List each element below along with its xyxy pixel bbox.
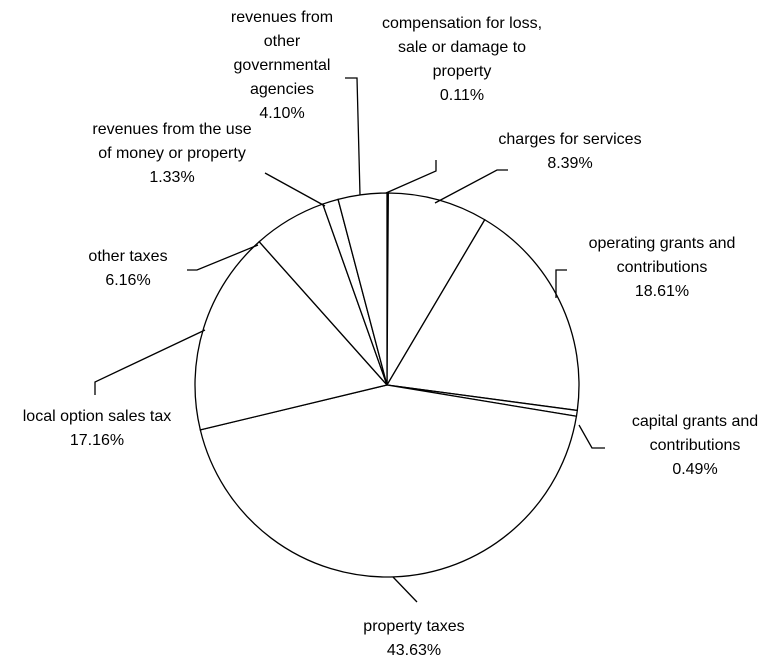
- slice-label: charges for services 8.39%: [495, 128, 645, 176]
- value-label: 17.16%: [69, 432, 125, 449]
- leader-line: [578, 424, 605, 449]
- pie-slice: [386, 192, 486, 388]
- leader-line: [555, 269, 567, 298]
- slice-label: capital grants and contributions 0.49%: [605, 410, 783, 482]
- value-label: 6.16%: [105, 272, 151, 289]
- slice-label: property taxes 43.63%: [334, 615, 494, 663]
- value-label: 43.63%: [386, 642, 442, 659]
- category-name: local option sales tax: [22, 408, 172, 425]
- category-name: revenues from the use of money or proper…: [92, 121, 252, 162]
- category-name: operating grants and contributions: [588, 235, 736, 276]
- category-name: other taxes: [88, 248, 168, 265]
- leader-line: [392, 576, 418, 603]
- value-label: 0.11%: [439, 87, 485, 104]
- value-label: 4.10%: [259, 105, 305, 122]
- leader-line: [345, 77, 361, 196]
- pie-slice: [194, 240, 389, 431]
- value-label: 0.49%: [672, 461, 718, 478]
- category-name: capital grants and contributions: [631, 413, 759, 454]
- value-label: 1.33%: [149, 169, 195, 186]
- leader-line: [385, 160, 437, 194]
- value-label: 18.61%: [634, 283, 690, 300]
- slice-label: other taxes 6.16%: [68, 245, 188, 293]
- leader-line: [94, 329, 206, 395]
- pie-slice: [199, 384, 578, 578]
- slice-label: revenues from the use of money or proper…: [87, 118, 257, 190]
- slice-label: operating grants and contributions 18.61%: [572, 232, 752, 304]
- pie-slice: [385, 218, 580, 412]
- slice-label: local option sales tax 17.16%: [7, 405, 187, 453]
- slice-label: revenues from other governmental agencie…: [217, 6, 347, 126]
- leader-line: [187, 244, 259, 271]
- category-name: property taxes: [363, 618, 465, 635]
- value-label: 8.39%: [547, 155, 593, 172]
- slice-label: compensation for loss, sale or damage to…: [367, 12, 557, 108]
- leader-line: [264, 172, 326, 207]
- category-name: charges for services: [498, 131, 642, 148]
- pie-slice: [337, 192, 388, 386]
- category-name: compensation for loss, sale or damage to…: [381, 15, 543, 80]
- leader-line: [434, 169, 508, 204]
- category-name: revenues from other governmental agencie…: [230, 9, 334, 98]
